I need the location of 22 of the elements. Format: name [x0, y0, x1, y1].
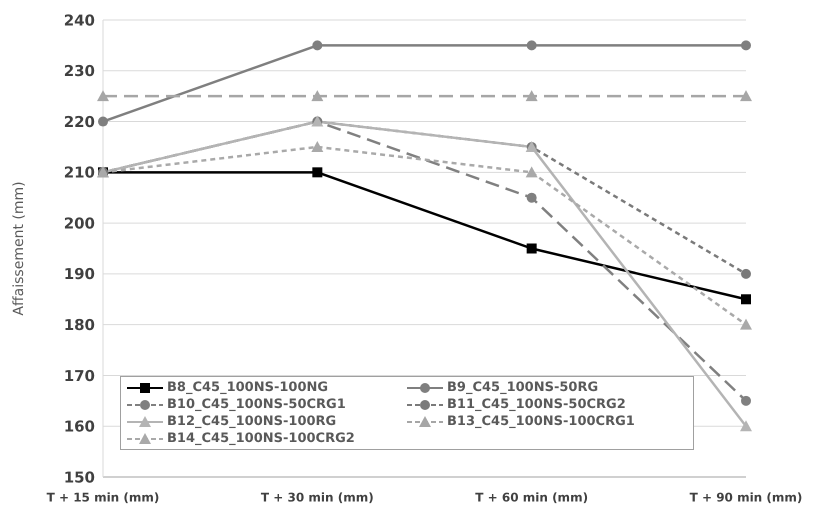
legend-label: B10_C45_100NS-50CRG1 [167, 397, 346, 412]
x-tick-label: T + 60 min (mm) [475, 490, 588, 505]
y-tick-label: 190 [64, 265, 95, 284]
y-axis-title: Affaissement (mm) [10, 181, 27, 316]
legend-label: B12_C45_100NS-100RG [167, 414, 336, 429]
y-tick-label: 160 [64, 418, 95, 436]
legend-label: B13_C45_100NS-100CRG1 [447, 414, 635, 429]
y-tick-label: 200 [64, 214, 95, 232]
y-tick-label: 240 [64, 11, 95, 30]
legend-label: B14_C45_100NS-100CRG2 [167, 431, 355, 446]
legend-label: B8_C45_100NS-100NG [167, 380, 328, 395]
x-tick-label: T + 30 min (mm) [260, 490, 374, 505]
legend-label: B9_C45_100NS-50RG [447, 380, 598, 395]
x-tick-label: T + 15 min (mm) [46, 490, 160, 505]
y-tick-label: 170 [64, 366, 95, 385]
y-tick-label: 150 [64, 468, 95, 486]
y-tick-label: 220 [64, 112, 95, 131]
y-tick-label: 180 [64, 316, 95, 334]
y-tick-label: 230 [64, 62, 95, 80]
legend-label: B11_C45_100NS-50CRG2 [447, 397, 626, 412]
y-tick-label: 210 [64, 164, 95, 182]
x-tick-label: T + 90 min (mm) [690, 490, 802, 505]
